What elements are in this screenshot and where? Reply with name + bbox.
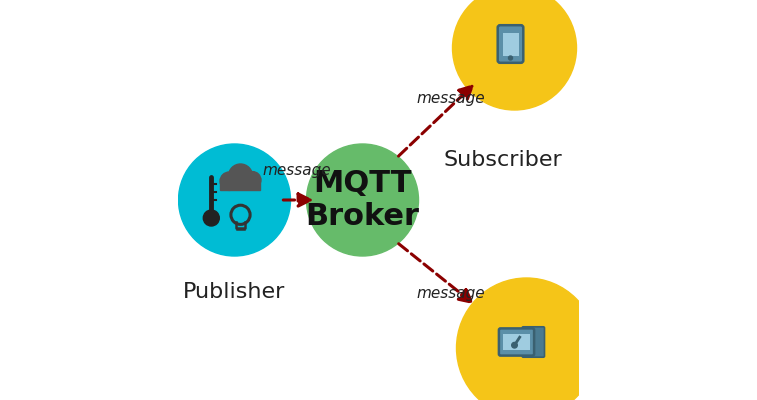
Text: message: message	[416, 286, 485, 301]
Text: Publisher: Publisher	[183, 282, 285, 302]
Circle shape	[204, 210, 220, 226]
Circle shape	[512, 342, 517, 348]
Circle shape	[179, 144, 291, 256]
Circle shape	[244, 172, 261, 188]
FancyBboxPatch shape	[522, 327, 544, 357]
Text: MQTT
Broker: MQTT Broker	[306, 169, 419, 231]
Bar	[503, 33, 519, 56]
Text: message: message	[262, 163, 331, 178]
Circle shape	[509, 56, 512, 60]
FancyBboxPatch shape	[497, 25, 523, 63]
Circle shape	[456, 278, 597, 400]
Bar	[220, 178, 260, 190]
Circle shape	[229, 164, 253, 188]
Bar	[503, 334, 530, 350]
Circle shape	[453, 0, 577, 110]
Text: Subscriber: Subscriber	[443, 150, 562, 170]
FancyBboxPatch shape	[499, 328, 534, 356]
Circle shape	[307, 144, 419, 256]
Circle shape	[220, 172, 238, 190]
Text: message: message	[416, 91, 485, 106]
